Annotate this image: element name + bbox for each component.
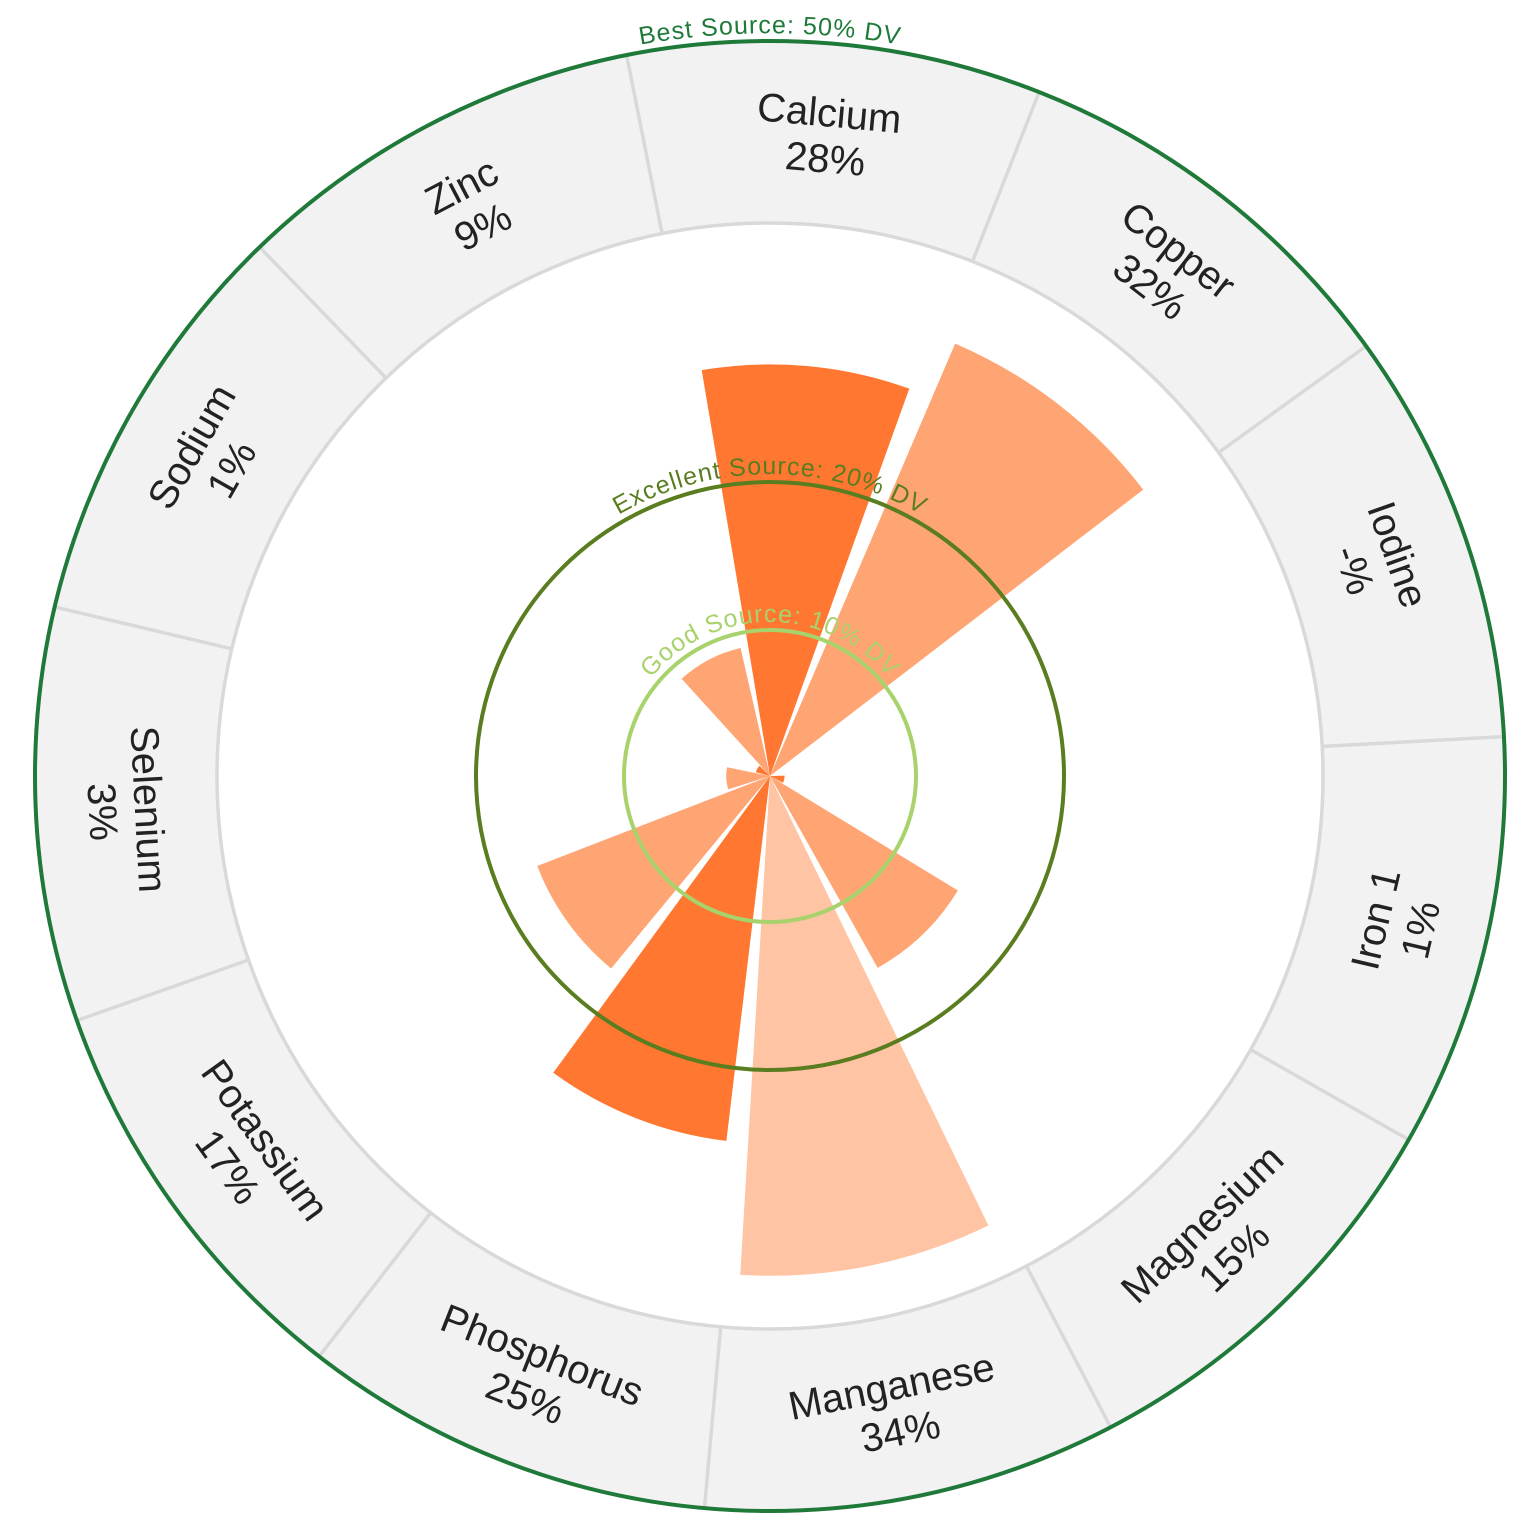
sector-divider: [1024, 1265, 1113, 1429]
sector-divider: [54, 605, 233, 651]
bar-selenium: [726, 767, 770, 790]
bar-copper: [770, 343, 1144, 776]
bar-manganese: [740, 776, 989, 1276]
sector-divider: [702, 1326, 723, 1509]
ring-20-percent: [474, 480, 1066, 1072]
bar-phosphorus: [553, 776, 770, 1141]
sector-divider: [317, 1211, 433, 1358]
bar-sodium: [755, 765, 770, 776]
bar-zinc: [681, 647, 770, 776]
ring-10-percent: [622, 628, 918, 924]
sector-divider: [76, 958, 250, 1023]
category-name: Selenium: [121, 725, 174, 894]
sector-divider: [624, 54, 664, 234]
sector-divider: [970, 91, 1041, 263]
sector-divider: [1217, 344, 1368, 454]
sector-divider: [1249, 1048, 1410, 1142]
bars-group: [537, 343, 1144, 1276]
bar-calcium: [701, 364, 910, 776]
sector-divider: [1322, 734, 1505, 749]
bar-magnesium: [770, 776, 958, 968]
category-value: 3%: [78, 782, 125, 842]
ring-50-percent: [33, 39, 1507, 1513]
bar-iron-1: [770, 775, 785, 783]
bar-potassium: [537, 776, 770, 969]
sector-divider: [258, 245, 388, 380]
category-value: 28%: [783, 134, 867, 185]
